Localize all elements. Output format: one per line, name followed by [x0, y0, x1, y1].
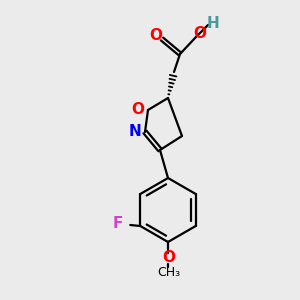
- Text: F: F: [113, 217, 124, 232]
- Text: N: N: [129, 124, 141, 139]
- Text: O: O: [194, 26, 206, 41]
- Text: CH₃: CH₃: [158, 266, 181, 280]
- Text: O: O: [131, 101, 145, 116]
- Text: O: O: [163, 250, 176, 266]
- Text: O: O: [149, 28, 163, 44]
- Text: H: H: [207, 16, 219, 32]
